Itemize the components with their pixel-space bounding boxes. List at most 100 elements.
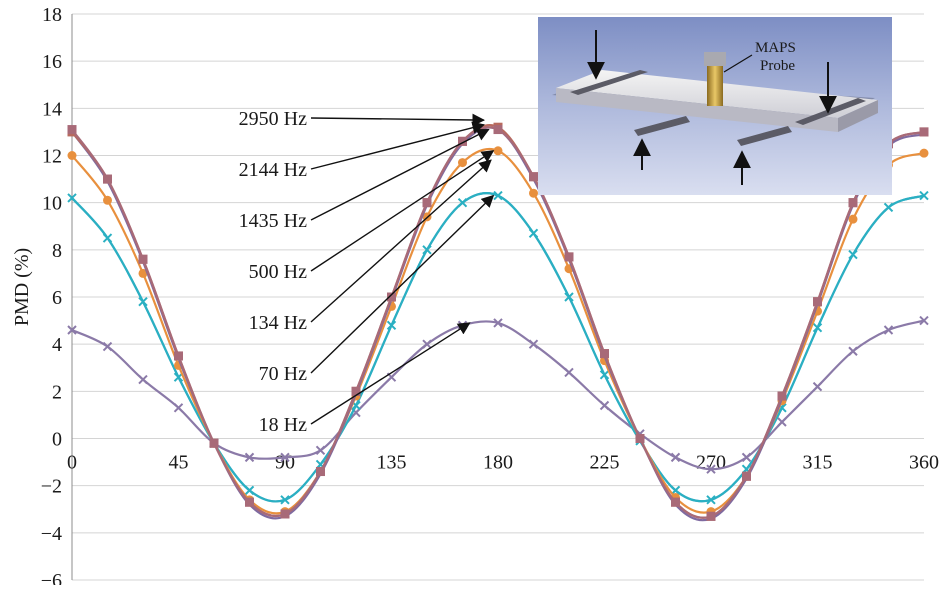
data-point <box>209 438 219 448</box>
x-tick-label: 45 <box>169 452 189 474</box>
inset-label-probe: Probe <box>760 58 795 74</box>
data-point <box>67 151 77 160</box>
data-point <box>67 325 77 335</box>
data-point <box>848 214 858 224</box>
probe-head <box>704 52 726 66</box>
annotation-label: 2144 Hz <box>239 159 307 181</box>
y-tick-label: 10 <box>42 193 62 215</box>
data-point <box>387 292 396 302</box>
data-point <box>67 193 77 203</box>
annotation: 500 Hz <box>249 150 495 283</box>
beam-end <box>838 100 878 132</box>
data-point <box>599 370 610 380</box>
annotation-label: 134 Hz <box>249 312 307 334</box>
data-point <box>919 190 929 201</box>
data-point <box>315 445 326 455</box>
y-tick-label: 0 <box>52 429 62 451</box>
probe-leader <box>723 54 753 73</box>
annotation-layer: 2950 Hz 2144 Hz 1435 Hz 500 Hz 134 Hz 70 Hz 18… <box>239 108 495 436</box>
annotation: 2144 Hz <box>239 121 486 181</box>
data-point <box>280 509 290 519</box>
data-point <box>493 318 503 328</box>
data-point <box>386 320 397 331</box>
x-tick-label: 90 <box>275 452 295 474</box>
data-point <box>564 252 574 262</box>
data-point <box>671 497 680 507</box>
support-rod-bottom-right <box>737 126 792 146</box>
annotation-arrow <box>310 113 486 127</box>
y-tick-label: −6 <box>41 570 62 585</box>
annotation-label: 2950 Hz <box>239 108 307 130</box>
data-point <box>600 349 609 359</box>
annotation-label: 18 Hz <box>259 414 307 436</box>
data-point <box>741 452 752 463</box>
inset-photo: MAPS Probe <box>538 17 892 195</box>
x-tick-label: 360 <box>909 452 939 474</box>
data-point <box>919 148 929 158</box>
data-point <box>138 374 148 385</box>
data-point <box>919 315 929 326</box>
data-point <box>564 367 574 378</box>
data-point <box>812 381 823 392</box>
annotation: 70 Hz <box>259 194 495 385</box>
data-point <box>706 495 716 505</box>
data-point <box>351 386 361 396</box>
data-point <box>493 146 503 156</box>
data-point <box>812 322 823 333</box>
data-point <box>67 125 77 135</box>
data-point <box>138 268 148 278</box>
data-point <box>706 464 716 474</box>
annotation-arrow <box>310 150 495 272</box>
data-point <box>102 341 113 352</box>
data-point <box>457 197 468 208</box>
data-point <box>244 485 255 496</box>
series-line <box>71 319 925 471</box>
y-tick-label: 18 <box>42 4 62 26</box>
annotation-arrow <box>310 159 492 323</box>
x-tick-label: 0 <box>67 452 77 474</box>
data-point <box>564 292 574 302</box>
data-point <box>742 471 751 481</box>
y-tick-label: 6 <box>52 287 62 309</box>
grid-layer <box>72 13 924 581</box>
y-tick-label: −4 <box>41 523 62 545</box>
data-point <box>422 245 432 255</box>
data-point <box>138 254 148 264</box>
data-point <box>173 403 184 413</box>
annotation-arrow <box>310 322 471 425</box>
data-point <box>529 188 538 198</box>
data-point <box>848 249 858 260</box>
data-point <box>493 125 503 135</box>
data-point <box>422 198 432 208</box>
data-point <box>138 297 148 307</box>
x-tick-label: 180 <box>483 452 513 474</box>
data-point <box>670 452 681 463</box>
data-point <box>777 417 787 427</box>
annotation-arrow <box>310 121 486 170</box>
data-point <box>883 202 894 213</box>
annotation-label: 70 Hz <box>259 363 307 385</box>
data-point <box>848 346 858 356</box>
data-point <box>103 174 112 184</box>
data-point <box>813 297 822 307</box>
data-point <box>316 467 325 477</box>
annotation: 18 Hz <box>259 322 471 436</box>
x-tick-label: 315 <box>803 452 833 474</box>
data-point <box>458 136 467 146</box>
x-tick-label: 135 <box>377 452 407 474</box>
annotation: 2950 Hz <box>239 108 486 130</box>
annotation-arrow <box>310 194 495 374</box>
x-tick-label: 225 <box>590 452 620 474</box>
series-2950-hz <box>67 125 929 521</box>
series-layer <box>67 122 929 522</box>
annotation: 134 Hz <box>249 159 492 334</box>
data-point <box>102 233 113 243</box>
data-point <box>848 198 858 208</box>
data-point <box>635 434 645 443</box>
data-point <box>529 172 538 182</box>
support-rod-top-left <box>570 70 648 95</box>
annotation-label: 500 Hz <box>249 261 307 283</box>
data-point <box>883 325 894 335</box>
